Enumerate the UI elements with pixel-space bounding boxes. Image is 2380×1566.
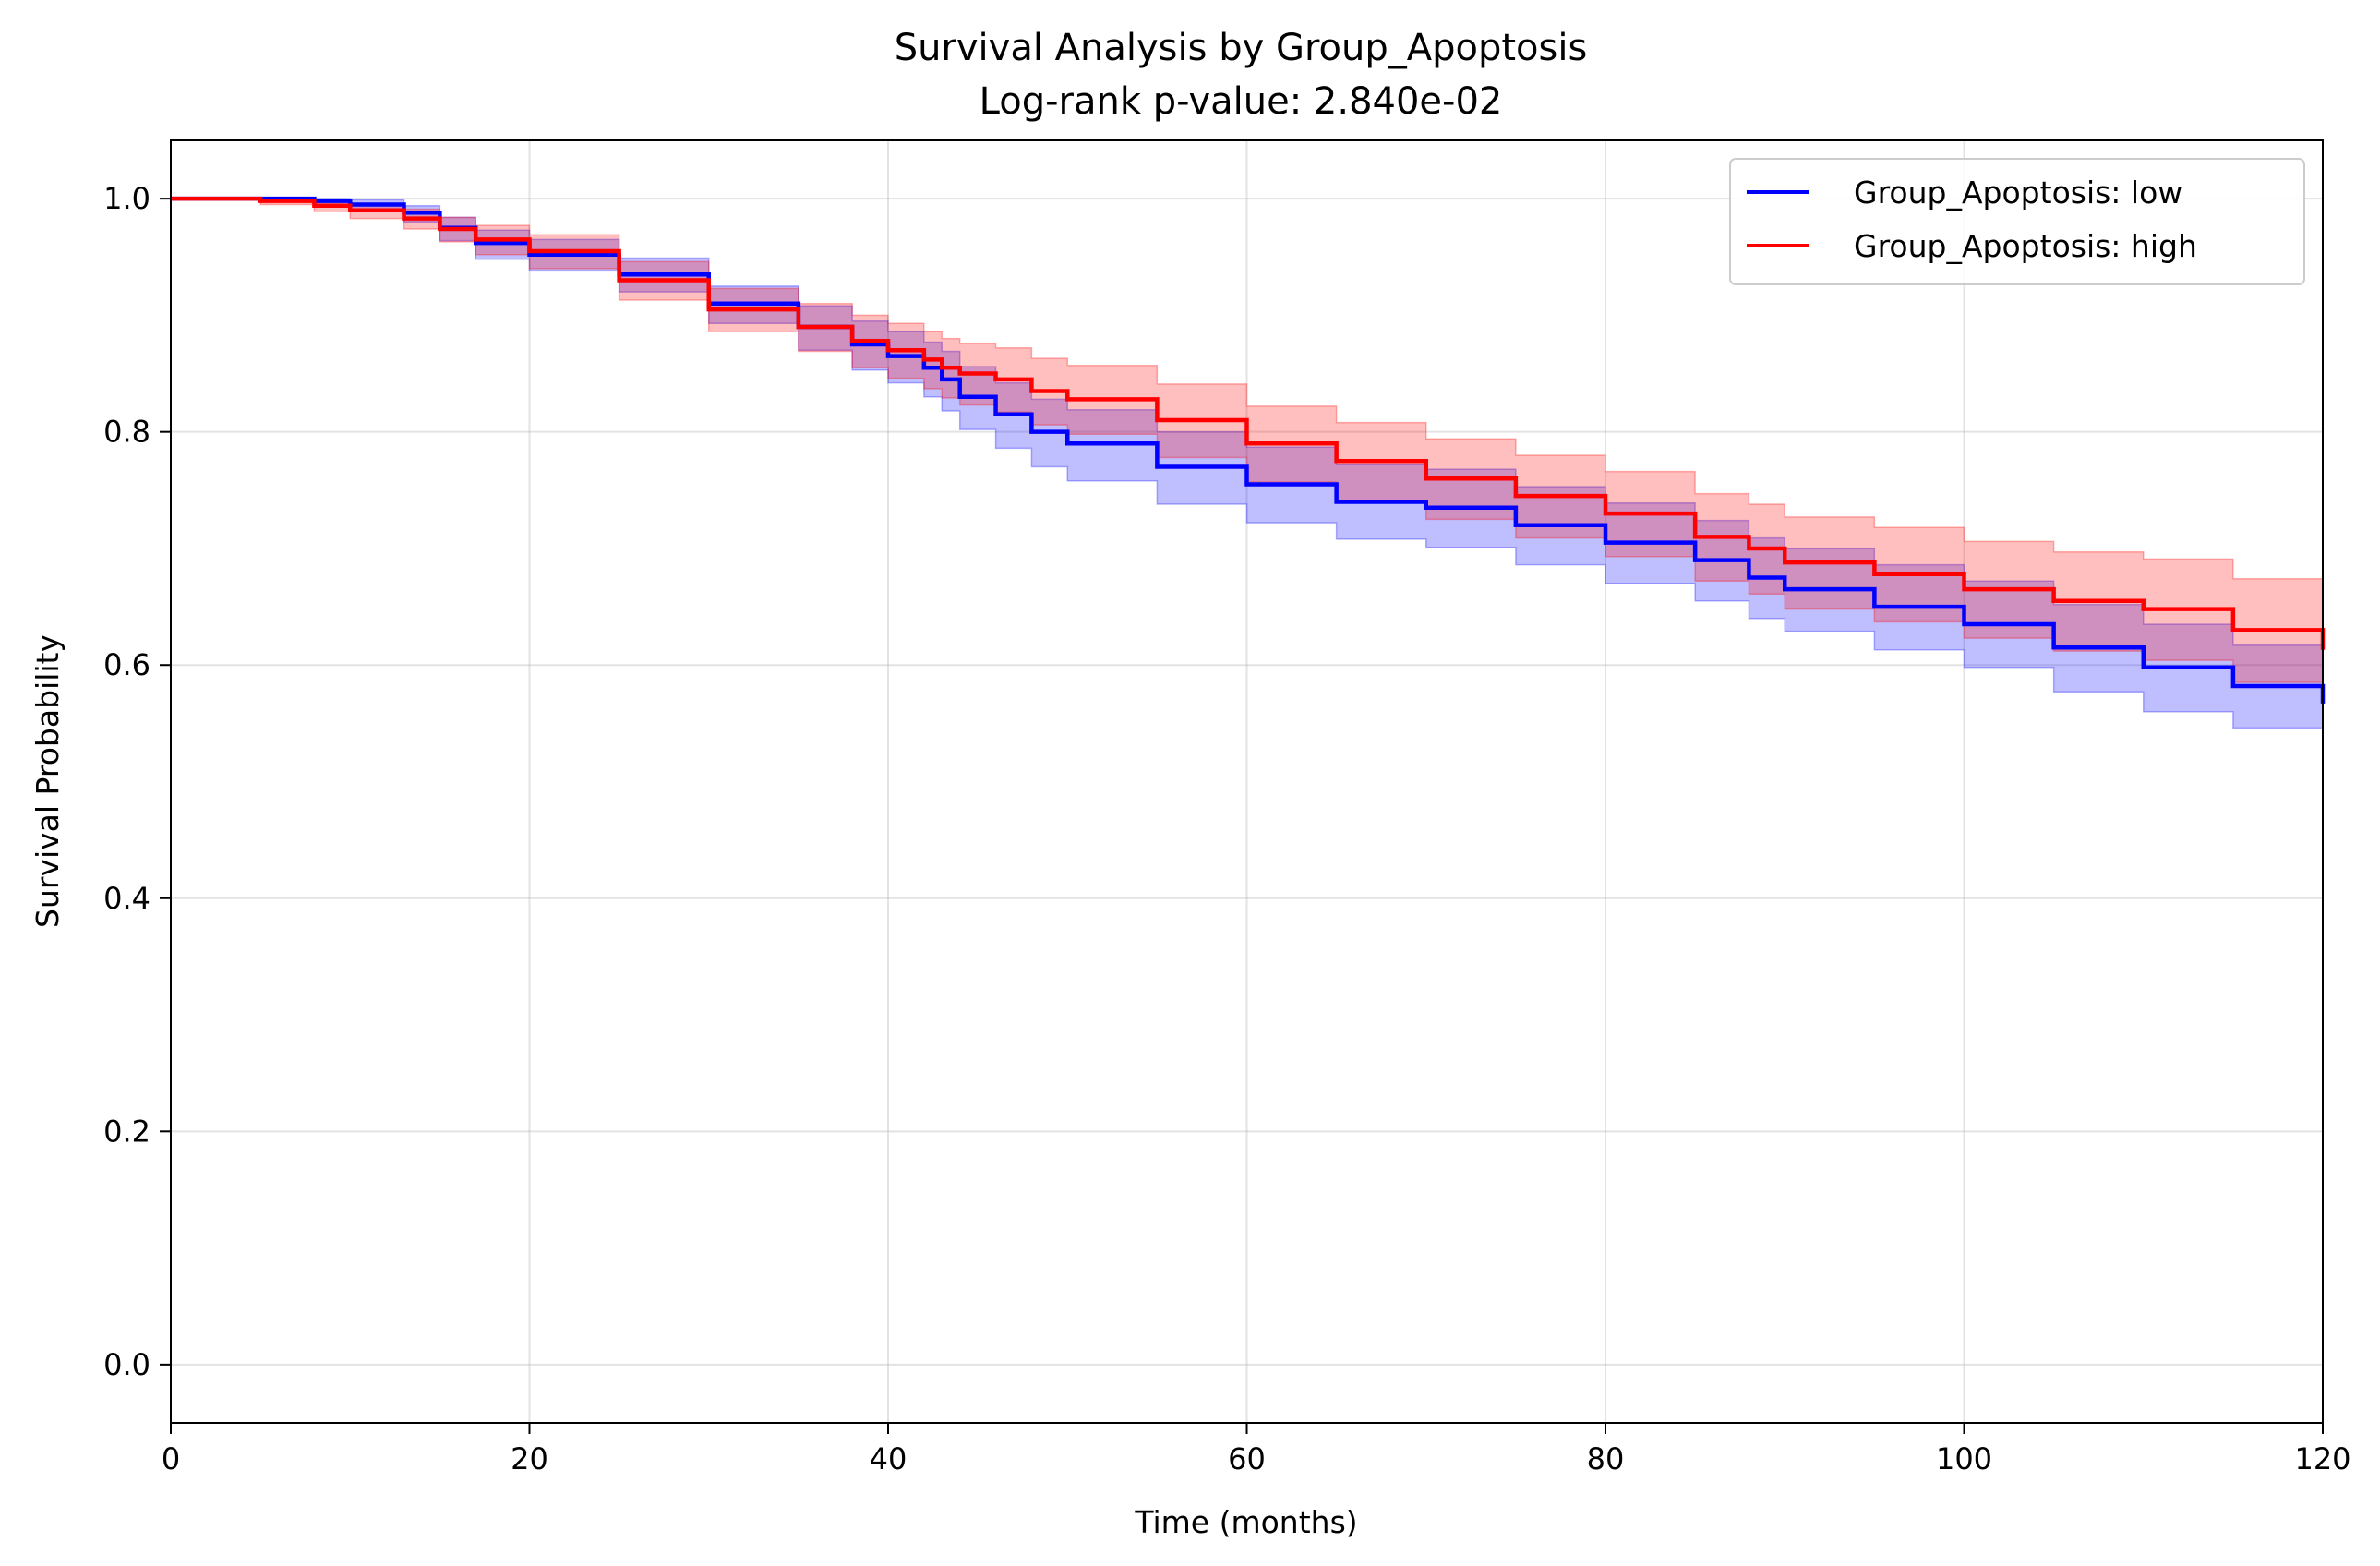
x-tick-label: 0 — [162, 1441, 180, 1476]
y-tick-label: 0.8 — [103, 415, 150, 450]
x-axis-ticks: 0 20 40 60 80 100 120 — [162, 1423, 2351, 1476]
x-tick-label: 120 — [2294, 1441, 2350, 1476]
legend-box — [1729, 158, 2305, 285]
chart-title: Survival Analysis by Group_Apoptosis — [895, 27, 1588, 69]
y-axis-ticks: 0.0 0.2 0.4 0.6 0.8 1.0 — [103, 181, 171, 1382]
survival-curves — [171, 196, 2326, 704]
chart-subtitle: Log-rank p-value: 2.840e-02 — [980, 80, 1503, 123]
y-axis-label: Survival Probability — [30, 634, 66, 928]
survival-line-high — [171, 196, 2326, 650]
x-tick-label: 60 — [1228, 1441, 1266, 1476]
y-tick-label: 0.4 — [103, 881, 150, 916]
y-tick-label: 0.2 — [103, 1114, 150, 1149]
legend-label-low: Group_Apoptosis: low — [1854, 175, 2182, 211]
x-tick-label: 100 — [1936, 1441, 1992, 1476]
x-tick-label: 20 — [511, 1441, 548, 1476]
legend: Group_Apoptosis: low Group_Apoptosis: hi… — [1729, 158, 2305, 285]
x-tick-label: 40 — [870, 1441, 908, 1476]
x-axis-label: Time (months) — [1134, 1504, 1357, 1540]
x-tick-label: 80 — [1587, 1441, 1625, 1476]
y-tick-label: 0.0 — [103, 1347, 150, 1382]
legend-label-high: Group_Apoptosis: high — [1854, 228, 2197, 264]
y-tick-label: 1.0 — [103, 181, 150, 216]
y-tick-label: 0.6 — [103, 647, 150, 682]
